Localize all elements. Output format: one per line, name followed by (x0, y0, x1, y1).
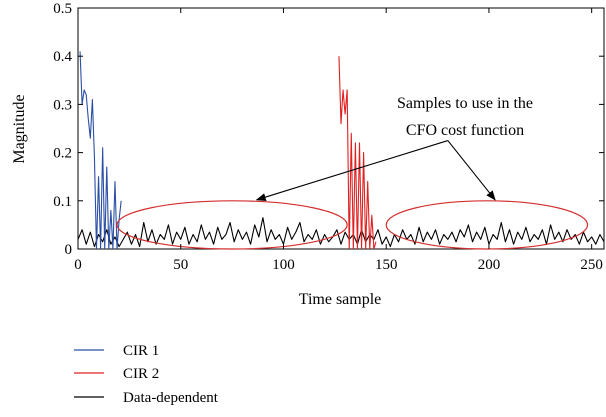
series-line-data-dependent (78, 217, 604, 248)
y-tick-label: 0.5 (53, 1, 72, 17)
annotation-arrow-2 (447, 140, 496, 201)
x-tick-label: 200 (478, 257, 501, 273)
x-tick-label: 50 (173, 257, 188, 273)
annotation-line-2: CFO cost function (406, 122, 524, 139)
y-tick-label: 0.1 (53, 194, 72, 210)
series-line-cir-2 (338, 56, 377, 249)
y-tick-label: 0.3 (53, 97, 72, 113)
legend: CIR 1 CIR 2 Data-dependent (74, 343, 219, 406)
annotation-line-1: Samples to use in the (397, 95, 533, 112)
annotation-arrow-1 (255, 140, 449, 201)
cfo-region-ellipse-2 (385, 200, 589, 250)
plot-area (77, 7, 605, 250)
annotation-layer (116, 140, 589, 250)
cfo-region-ellipse-1 (116, 200, 348, 250)
legend-label-data-dependent: Data-dependent (123, 390, 219, 406)
x-tick-label: 250 (580, 257, 603, 273)
x-tick-label: 150 (375, 257, 398, 273)
legend-label-cir1: CIR 1 (123, 343, 159, 359)
legend-label-cir2: CIR 2 (123, 366, 159, 382)
x-axis-label: Time sample (299, 291, 382, 308)
y-tick-label: 0.4 (53, 49, 72, 65)
axis-layer: 0 50 100 150 200 250 0 0.1 0.2 0.3 0.4 0.5 (53, 1, 604, 273)
y-tick-label: 0 (65, 242, 73, 258)
x-tick-label: 0 (74, 257, 82, 273)
x-tick-label: 100 (272, 257, 295, 273)
y-axis-label: Magnitude (11, 94, 28, 163)
series-layer (78, 51, 604, 249)
y-tick-label: 0.2 (53, 146, 72, 162)
series-line-cir-1 (79, 51, 122, 249)
